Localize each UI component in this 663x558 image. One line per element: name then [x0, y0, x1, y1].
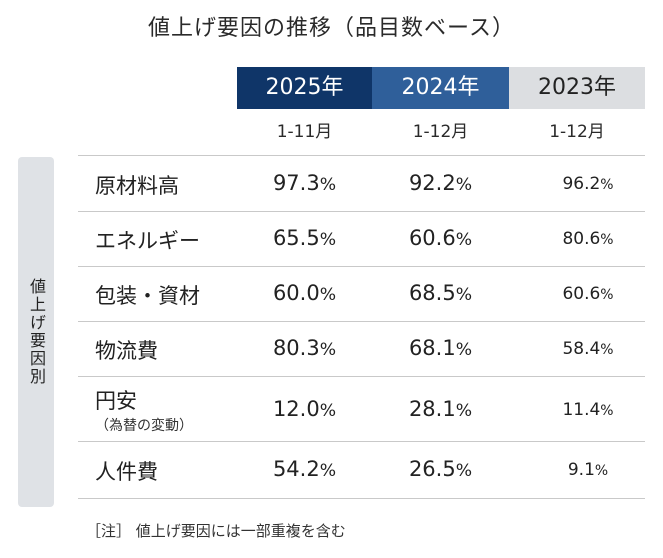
year-header-2024: 2024年	[372, 67, 509, 109]
value-2024: 92.2%	[408, 171, 473, 195]
value-2024: 26.5%	[408, 457, 473, 481]
row-sublabel: （為替の変動）	[95, 418, 193, 434]
value-2025: 12.0%	[272, 397, 337, 421]
value-2023: 58.4%	[562, 339, 614, 359]
row-label: 円安	[95, 389, 137, 413]
period-2025: 1-11月	[276, 122, 333, 142]
value-2023: 60.6%	[562, 284, 614, 304]
period-2024: 1-12月	[412, 122, 469, 142]
table-row-packaging: 包装・資材 60.0% 68.5% 60.6%	[78, 267, 645, 322]
side-category-text: 値上げ要因別	[27, 278, 46, 386]
row-label: 包装・資材	[95, 284, 200, 308]
value-2023: 9.1%	[567, 460, 609, 480]
row-label: 人件費	[95, 460, 158, 484]
value-2024: 68.5%	[408, 281, 473, 305]
row-label: エネルギー	[95, 229, 200, 253]
value-2023: 96.2%	[562, 174, 614, 194]
period-2023: 1-12月	[549, 122, 605, 142]
year-header-2025: 2025年	[237, 67, 372, 109]
value-2025: 60.0%	[272, 281, 337, 305]
value-2025: 80.3%	[272, 336, 337, 360]
row-label: 物流費	[95, 339, 158, 363]
value-2025: 54.2%	[272, 457, 337, 481]
value-2023: 11.4%	[562, 400, 614, 420]
table-top-rule	[78, 155, 645, 156]
value-2024: 68.1%	[408, 336, 473, 360]
value-2025: 97.3%	[272, 171, 337, 195]
side-category-label: 値上げ要因別	[18, 157, 54, 507]
value-2024: 60.6%	[408, 226, 473, 250]
table-row-raw-materials: 原材料高 97.3% 92.2% 96.2%	[78, 157, 645, 212]
table-row-weak-yen: 円安 （為替の変動） 12.0% 28.1% 11.4%	[78, 377, 645, 442]
row-label: 原材料高	[95, 174, 179, 198]
value-2023: 80.6%	[562, 229, 614, 249]
footnote: ［注］ 値上げ要因には一部重複を含む	[86, 522, 346, 540]
table-row-logistics: 物流費 80.3% 68.1% 58.4%	[78, 322, 645, 377]
year-header-2023: 2023年	[509, 67, 645, 109]
table-row-labor: 人件費 54.2% 26.5% 9.1%	[78, 442, 645, 499]
table-row-energy: エネルギー 65.5% 60.6% 80.6%	[78, 212, 645, 267]
value-2024: 28.1%	[408, 397, 473, 421]
page-title: 値上げ要因の推移（品目数ベース）	[148, 16, 515, 41]
value-2025: 65.5%	[272, 226, 337, 250]
